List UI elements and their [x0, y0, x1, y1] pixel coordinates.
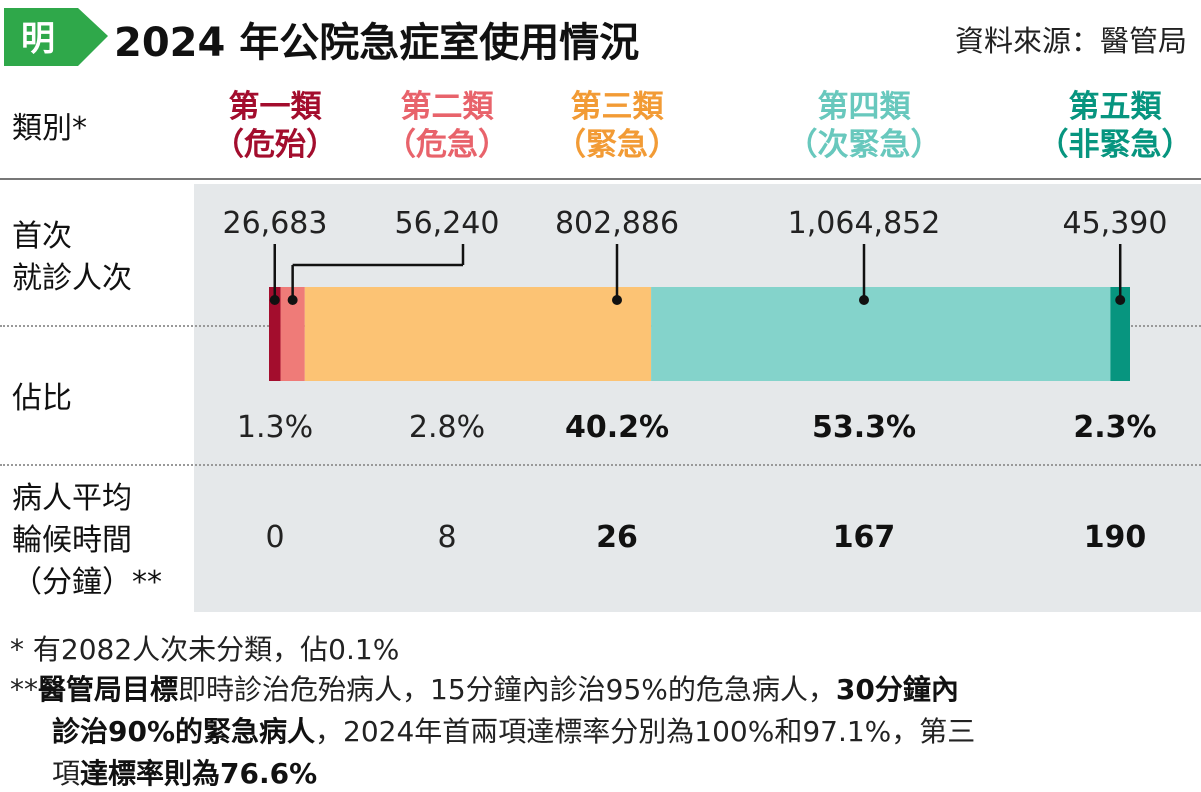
wait-one: 0: [265, 520, 285, 555]
category-one: 第一類 （危殆）: [175, 88, 375, 164]
category-two: 第二類 （危急）: [347, 88, 547, 164]
bar-segment-four: [651, 287, 1111, 381]
category-four-name: 第四類: [817, 89, 911, 125]
data-panel: [194, 184, 1201, 612]
bar-segment-one: [269, 287, 281, 381]
footnote-2: **醫管局目標即時診治危殆病人，15分鐘內診治95%的危急病人，30分鐘內: [10, 672, 959, 708]
wait-three: 26: [596, 520, 638, 555]
category-row-label: 類別*: [12, 111, 87, 146]
bar-segment-three: [304, 287, 652, 381]
wait-label-line2: 輪候時間: [12, 523, 132, 558]
share-four: 53.3%: [811, 410, 917, 445]
note2-part-1: 醫管局目標: [38, 673, 179, 706]
share-one: 1.3%: [236, 410, 314, 445]
share-three: 40.2%: [564, 410, 670, 445]
attendance-five: 45,390: [1062, 206, 1168, 241]
attendance-four: 1,064,852: [787, 206, 941, 241]
category-two-name: 第二類: [400, 89, 494, 125]
category-one-name: 第一類: [228, 89, 322, 125]
callout-dot-four: [859, 295, 869, 305]
note3-part-1: ，2024年首兩項達標率分別為100%和97.1%，第三: [315, 715, 976, 748]
attendance-three: 802,886: [554, 206, 680, 241]
attendance-one: 26,683: [222, 206, 328, 241]
brand-logo: 明: [4, 6, 112, 70]
category-five-sub: （非緊急）: [1037, 127, 1193, 163]
note4-part-0: 項: [52, 757, 81, 790]
category-two-sub: （危急）: [385, 127, 509, 163]
share-label: 佔比: [12, 381, 72, 416]
wait-label-line3: （分鐘）**: [12, 565, 162, 600]
data-source: 資料來源：醫管局: [954, 24, 1187, 58]
logo-shape: [4, 8, 108, 66]
note4-part-1: 達標率則為76.6%: [80, 757, 318, 790]
page-title: 2024 年公院急症室使用情況: [114, 20, 640, 66]
wait-label-line1: 病人平均: [12, 481, 132, 516]
share-two: 2.8%: [408, 410, 486, 445]
footnote-1: * 有2082人次未分類，佔0.1%: [10, 633, 400, 666]
share-five: 2.3%: [1073, 410, 1157, 445]
logo-text: 明: [21, 19, 55, 59]
row-divider-2: [0, 464, 1201, 466]
category-three: 第三類 （緊急）: [517, 88, 717, 164]
note3-part-0: 診治90%的緊急病人: [52, 715, 316, 748]
note2-part-2: 即時診治危殆病人，15分鐘內診治95%的危急病人，: [178, 673, 836, 706]
footnote-2-line2: 診治90%的緊急病人，2024年首兩項達標率分別為100%和97.1%，第三: [52, 714, 975, 750]
bar-segment-five: [1110, 287, 1130, 381]
note2-part-3: 30分鐘內: [835, 673, 959, 706]
callout-dot-two: [287, 295, 298, 305]
header-divider: [0, 178, 1201, 180]
wait-label: 病人平均 輪候時間 （分鐘）**: [12, 478, 162, 604]
category-four-sub: （次緊急）: [786, 127, 942, 163]
first-visit-label-line2: 就診人次: [12, 261, 132, 296]
first-visit-label: 首次 就診人次: [12, 216, 132, 300]
note2-part-0: **: [10, 673, 38, 706]
callout-dot-three: [612, 295, 622, 305]
wait-four: 167: [832, 520, 896, 555]
first-visit-label-line1: 首次: [12, 219, 72, 254]
category-five: 第五類 （非緊急）: [1015, 88, 1201, 164]
category-four: 第四類 （次緊急）: [764, 88, 964, 164]
callout-dot-five: [1115, 295, 1126, 305]
wait-two: 8: [437, 520, 457, 555]
category-one-sub: （危殆）: [213, 127, 337, 163]
callout-dot-one: [269, 295, 280, 305]
wait-five: 190: [1083, 520, 1147, 555]
category-five-name: 第五類: [1068, 89, 1162, 125]
attendance-two: 56,240: [394, 206, 500, 241]
category-three-name: 第三類: [570, 89, 664, 125]
category-three-sub: （緊急）: [555, 127, 679, 163]
footnote-2-line3: 項達標率則為76.6%: [52, 756, 317, 792]
